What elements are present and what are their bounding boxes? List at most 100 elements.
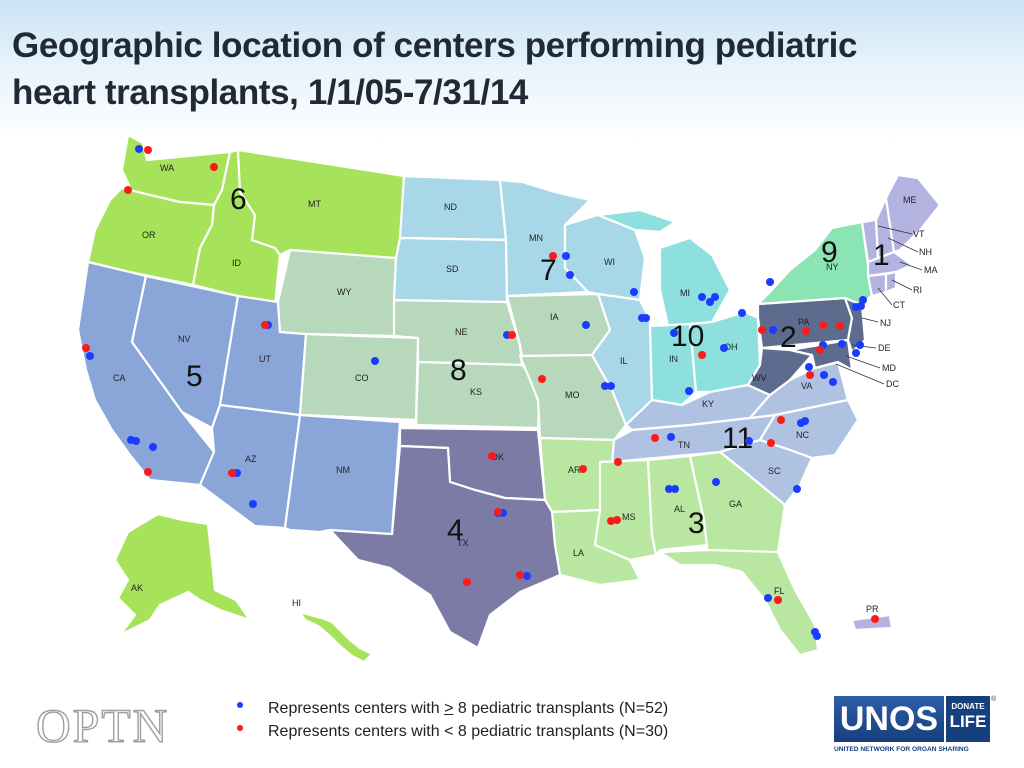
small-center-dot <box>777 416 785 424</box>
large-center-dot <box>745 437 753 445</box>
state-labels: WA OR ID MT WY CA NV UT AZ CO NM ND SD N… <box>113 163 938 614</box>
label-dc: DC <box>886 379 899 389</box>
region-number-1: 1 <box>873 239 890 272</box>
label-il: IL <box>620 356 628 366</box>
large-center-dot <box>86 352 94 360</box>
legend-blue-dot-icon <box>237 702 243 708</box>
state-ny <box>756 220 874 307</box>
label-ca: CA <box>113 373 126 383</box>
state-in <box>648 322 698 407</box>
large-center-dot <box>706 298 714 306</box>
large-center-dot <box>562 252 570 260</box>
small-center-dot <box>802 327 810 335</box>
state-mt <box>236 148 406 262</box>
small-center-dot <box>261 321 269 329</box>
label-md: MD <box>882 363 896 373</box>
small-center-dot <box>774 596 782 604</box>
life-text: LIFE <box>949 712 987 731</box>
region-4 <box>328 426 562 650</box>
legend: Represents centers with > 8 pediatric tr… <box>234 697 668 743</box>
unos-logo-wordmark: UNOS <box>834 696 944 742</box>
donate-life-logo: DONATE LIFE <box>946 696 990 742</box>
label-leaders <box>835 225 923 385</box>
region-number-8: 8 <box>450 354 467 387</box>
label-nd: ND <box>444 202 457 212</box>
label-oh: OH <box>724 342 738 352</box>
label-la: LA <box>573 548 584 558</box>
large-center-dot <box>135 145 143 153</box>
small-center-dot <box>549 252 557 260</box>
large-center-dot <box>670 329 678 337</box>
label-nh: NH <box>919 247 932 257</box>
state-ma <box>866 250 914 278</box>
region-labels: 6 5 7 8 4 3 10 11 2 9 1 <box>186 183 890 547</box>
state-hi <box>298 610 374 664</box>
small-center-dot <box>488 452 496 460</box>
large-center-dot <box>805 363 813 371</box>
label-mt: MT <box>308 199 321 209</box>
unos-logo: UNOS DONATE LIFE ® UNITED NETWORK FOR OR… <box>834 696 996 760</box>
legend-large-suffix: 8 pediatric transplants (N=52) <box>453 700 669 717</box>
label-ri: RI <box>913 285 922 295</box>
region-11 <box>610 360 860 507</box>
small-center-dot <box>144 468 152 476</box>
state-ms <box>593 458 658 562</box>
legend-large-prefix: Represents centers with <box>268 700 445 717</box>
state-me <box>884 173 942 254</box>
region-2 <box>746 296 867 397</box>
large-center-dot <box>671 485 679 493</box>
state-ct <box>866 272 888 298</box>
legend-large-centers: Represents centers with > 8 pediatric tr… <box>234 697 668 720</box>
large-center-dot <box>764 594 772 602</box>
state-sd <box>392 236 509 304</box>
label-ga: GA <box>729 499 742 509</box>
label-ia: IA <box>550 312 559 322</box>
large-center-dot <box>371 357 379 365</box>
large-center-dot <box>642 314 650 322</box>
label-ar: AR <box>568 465 581 475</box>
region-number-5: 5 <box>186 360 203 393</box>
label-id: ID <box>232 258 242 268</box>
large-center-dot <box>793 485 801 493</box>
center-dots <box>82 145 879 640</box>
label-vt: VT <box>913 229 925 239</box>
region-1 <box>850 173 942 632</box>
label-sc: SC <box>768 466 781 476</box>
state-nm <box>283 413 402 536</box>
large-center-dot <box>838 340 846 348</box>
region-number-3: 3 <box>688 507 705 540</box>
region-number-10: 10 <box>671 320 704 353</box>
label-hi: HI <box>292 598 301 608</box>
small-center-dot <box>614 458 622 466</box>
large-center-dot <box>566 271 574 279</box>
label-ks: KS <box>470 387 482 397</box>
large-center-dot <box>813 632 821 640</box>
label-or: OR <box>142 230 156 240</box>
large-center-dot <box>720 344 728 352</box>
small-center-dot <box>516 571 524 579</box>
large-center-dot <box>766 278 774 286</box>
large-center-dot <box>769 326 777 334</box>
label-pa: PA <box>798 317 809 327</box>
label-ut: UT <box>259 354 271 364</box>
label-tn: TN <box>678 440 690 450</box>
state-az <box>198 403 302 530</box>
large-center-dot <box>820 371 828 379</box>
label-va: VA <box>801 381 812 391</box>
legend-ge-symbol: > <box>444 700 454 717</box>
small-center-dot <box>871 615 879 623</box>
large-center-dot <box>667 433 675 441</box>
label-wy: WY <box>337 287 352 297</box>
large-center-dot <box>856 341 864 349</box>
large-center-dot <box>607 382 615 390</box>
legend-small-centers: Represents centers with < 8 pediatric tr… <box>234 720 668 743</box>
large-center-dot <box>149 443 157 451</box>
state-fl <box>658 548 820 657</box>
small-center-dot <box>463 578 471 586</box>
large-center-dot <box>857 302 865 310</box>
label-az: AZ <box>245 454 257 464</box>
small-center-dot <box>538 375 546 383</box>
state-ak <box>113 512 252 637</box>
optn-logo: OPTN <box>35 699 170 753</box>
small-center-dot <box>767 439 775 447</box>
